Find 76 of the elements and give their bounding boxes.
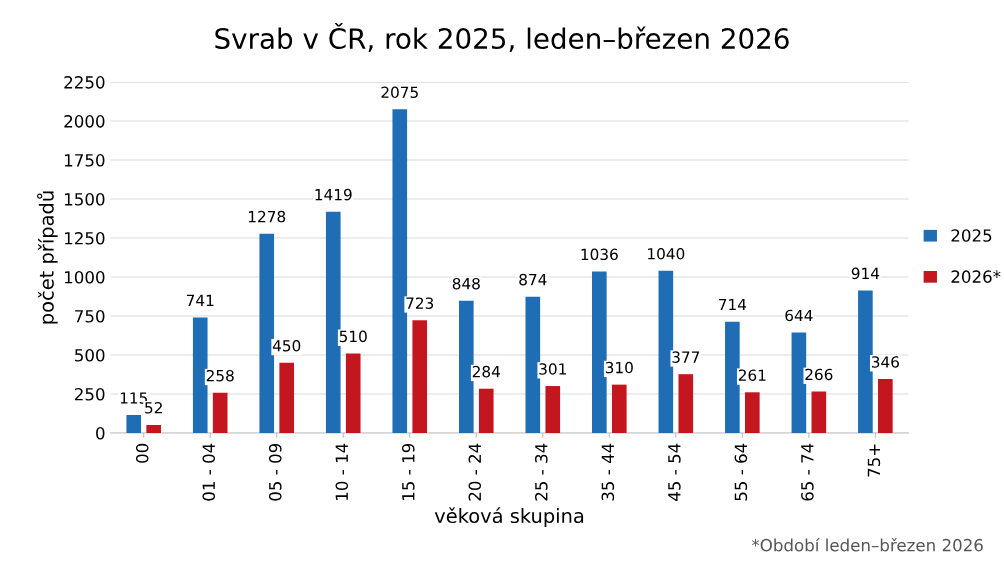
bar <box>458 300 474 433</box>
legend-label: 2025 <box>951 229 992 242</box>
data-label: 741 <box>186 294 214 306</box>
bar <box>678 374 694 433</box>
y-tick-label: 1000 <box>64 270 105 284</box>
data-label: 115 <box>120 392 147 404</box>
data-label: 510 <box>339 330 367 343</box>
bar <box>611 384 627 433</box>
x-tick-label: 25 - 34 <box>535 443 548 501</box>
y-tick-label: 1500 <box>64 193 105 206</box>
bar <box>725 321 740 433</box>
data-label: 52 <box>145 402 162 414</box>
y-tick-label: 2250 <box>64 76 105 89</box>
y-tick-label: 500 <box>75 348 105 362</box>
bar <box>744 392 760 433</box>
data-label: 1419 <box>315 188 352 201</box>
bar <box>259 233 275 433</box>
data-label: 310 <box>605 361 633 374</box>
text: *Období leden–březen 2026 <box>751 537 983 552</box>
data-label: 377 <box>672 351 700 363</box>
data-label: 723 <box>406 297 434 309</box>
data-label: 714 <box>719 298 747 311</box>
bar <box>212 392 228 433</box>
bar <box>279 362 295 433</box>
x-tick-label: 45 - 54 <box>668 443 681 501</box>
data-label: 266 <box>805 368 833 381</box>
bar <box>478 388 494 433</box>
x-tick-label: 35 - 44 <box>601 443 615 501</box>
y-axis-title: počet případů <box>37 191 58 324</box>
bar <box>192 317 208 433</box>
bar <box>545 386 561 433</box>
data-label: 1040 <box>648 247 685 260</box>
x-tick-label: 05 - 09 <box>268 443 282 501</box>
bar <box>858 290 873 433</box>
data-label: 874 <box>519 273 547 286</box>
x-tick-label: 75+ <box>867 444 881 477</box>
x-tick-label: 55 - 64 <box>734 443 748 501</box>
data-label: 2075 <box>381 86 418 99</box>
bar <box>126 415 142 433</box>
bar <box>146 424 161 433</box>
data-label: 258 <box>206 369 234 382</box>
y-tick-label: 1750 <box>64 154 105 167</box>
data-label: 644 <box>785 309 813 322</box>
bar <box>345 353 361 433</box>
data-label: 450 <box>272 339 301 352</box>
chart-title: Svrab v ČR, rok 2025, leden–březen 2026 <box>215 22 789 52</box>
bar <box>392 109 408 433</box>
x-tick-label: 65 - 74 <box>801 443 814 501</box>
y-tick-label: 250 <box>74 387 105 401</box>
bar <box>811 391 827 433</box>
data-label: 346 <box>871 356 899 368</box>
legend-label: 2026* <box>951 270 1001 283</box>
y-tick-label: 1250 <box>64 232 105 245</box>
data-label: 261 <box>738 369 766 381</box>
bar <box>592 271 607 433</box>
bar <box>791 332 807 433</box>
bar <box>412 320 428 433</box>
y-tick-label: 2000 <box>64 115 105 128</box>
x-axis-title: věková skupina <box>434 507 584 527</box>
x-tick-label: 20 - 24 <box>468 443 482 501</box>
bar <box>525 296 541 433</box>
x-tick-label: 01 - 04 <box>202 443 216 501</box>
data-label: 848 <box>452 277 480 290</box>
bar <box>658 270 674 433</box>
data-label: 1036 <box>581 248 618 261</box>
data-label: 914 <box>851 267 880 280</box>
bar <box>325 211 341 433</box>
bar <box>878 379 893 433</box>
data-label: 1278 <box>248 210 286 223</box>
data-label: 301 <box>539 363 566 375</box>
x-tick-label: 15 - 19 <box>401 443 415 500</box>
x-tick-label: 10 - 14 <box>335 443 349 500</box>
data-label: 284 <box>472 365 500 378</box>
y-tick-label: 750 <box>75 309 105 323</box>
y-tick-label: 0 <box>96 426 105 440</box>
x-tick-label: 00 <box>135 443 149 463</box>
